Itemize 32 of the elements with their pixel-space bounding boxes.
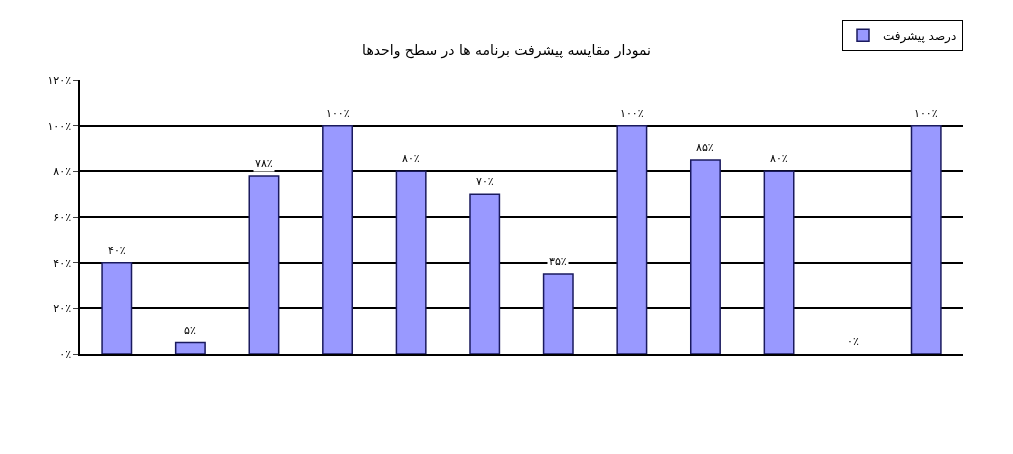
legend-label: درصد پیشرفت <box>883 28 957 44</box>
data-label: ۱۰۰٪ <box>620 107 644 120</box>
bar <box>616 124 648 354</box>
bar <box>469 193 501 354</box>
bar <box>395 170 427 354</box>
y-tick-label: ۱۰۰٪ <box>47 119 72 133</box>
chart-title: نمودار مقایسه پیشرفت برنامه ها در سطح واحدها <box>362 42 651 60</box>
y-tick-label: ۶۰٪ <box>53 210 72 224</box>
bar <box>763 170 795 354</box>
y-tick-label: ۸۰٪ <box>53 165 72 179</box>
data-label: ۸۵٪ <box>696 141 714 154</box>
y-tick-label: ۱۲۰٪ <box>47 73 72 87</box>
data-label: ۷۸٪ <box>255 157 273 170</box>
bar <box>542 273 574 354</box>
data-label: ۰٪ <box>847 335 859 348</box>
bar <box>248 175 280 354</box>
data-label: ۳۵٪ <box>549 255 567 268</box>
data-label: ۸۰٪ <box>770 152 788 165</box>
y-tick-label: ۰٪ <box>59 347 72 361</box>
y-tick-label: ۴۰٪ <box>53 256 72 270</box>
data-label: ۵٪ <box>184 324 196 337</box>
data-label: ۸۰٪ <box>402 152 420 165</box>
data-label: ۴۰٪ <box>108 244 126 257</box>
data-label: ۱۰۰٪ <box>326 107 350 120</box>
data-label: ۱۰۰٪ <box>914 107 938 120</box>
bar <box>689 159 721 354</box>
y-tick-label: ۲۰٪ <box>53 302 72 316</box>
bar <box>322 124 354 354</box>
bar <box>101 261 133 354</box>
data-label: ۷۰٪ <box>476 175 494 188</box>
bar <box>174 341 206 354</box>
bar <box>910 124 942 354</box>
